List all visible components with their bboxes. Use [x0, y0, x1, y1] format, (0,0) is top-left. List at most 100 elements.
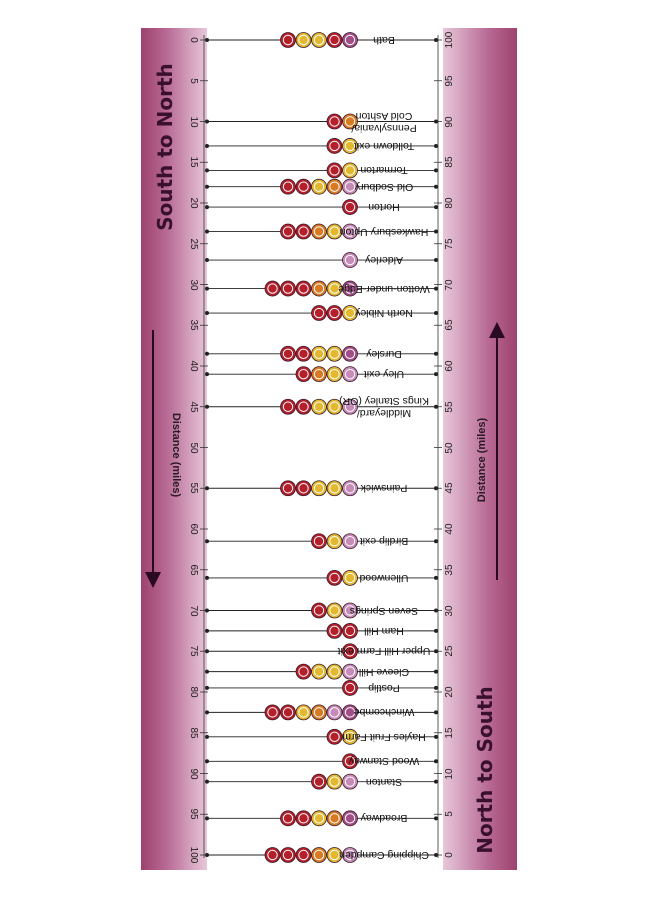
- badge-symbol: [329, 181, 340, 192]
- badge-circle: [264, 847, 281, 863]
- badge-circle: [326, 32, 343, 48]
- right-tick-label: 40: [444, 523, 455, 535]
- facility-badge-red: [264, 280, 281, 297]
- facility-badge-orange: [311, 847, 327, 863]
- stop-line-end: [434, 734, 438, 739]
- badge-symbol: [344, 605, 356, 616]
- stop-line-end: [434, 710, 438, 715]
- badge-symbol: [344, 165, 356, 176]
- badge-symbol: [313, 181, 325, 192]
- facility-badge-red: [280, 32, 296, 48]
- badge-symbol: [282, 283, 294, 294]
- facility-badge-red: [280, 704, 296, 721]
- facility-badge-yellow: [326, 223, 343, 240]
- facility-badge-yellow: [311, 480, 327, 497]
- left-tick-label: 20: [188, 197, 199, 209]
- facility-badge-red: [326, 138, 343, 154]
- facility-badge-yellow: [342, 162, 358, 179]
- badge-symbol: [282, 181, 294, 192]
- stop-label: Stanton: [324, 776, 444, 788]
- stop-label: Alderley: [324, 254, 444, 266]
- right-tick-label: 0: [444, 852, 455, 858]
- badge-symbol: [282, 226, 294, 237]
- right-tick-label: 35: [444, 564, 455, 576]
- left-tick-label: 55: [188, 482, 199, 494]
- right-tick-label: 60: [444, 360, 455, 372]
- badge-circle: [280, 704, 296, 721]
- badge-circle: [264, 704, 281, 721]
- stop-label-line: Kings Stanley (OR): [339, 394, 429, 407]
- stop-label: Seven Springs: [324, 605, 444, 617]
- badge-symbol: [282, 483, 294, 494]
- badge-symbol: [329, 226, 340, 237]
- badge-symbol: [313, 348, 325, 359]
- facility-badge-red: [280, 223, 296, 240]
- badge-symbol: [298, 849, 309, 861]
- left-tick-label: 80: [188, 686, 199, 698]
- badge-circle: [342, 602, 358, 619]
- facility-badge-red: [280, 480, 296, 497]
- badge-symbol: [329, 165, 340, 176]
- badge-circle: [326, 366, 343, 383]
- badge-circle: [342, 252, 358, 268]
- badge-circle: [342, 810, 358, 827]
- facility-badge-red: [342, 680, 358, 696]
- badge-circle: [326, 602, 343, 619]
- stop-line-end: [205, 168, 209, 173]
- facility-badge-red: [342, 622, 358, 639]
- stop-label-line: North Nibley: [355, 307, 413, 320]
- badge-circle: [280, 847, 296, 863]
- right-band: [443, 28, 517, 870]
- stop-label: Winchcombe: [324, 706, 444, 718]
- facility-badge-pink: [342, 366, 358, 383]
- right-tick-label: 55: [444, 401, 455, 413]
- badge-circle: [342, 162, 358, 179]
- facility-badge-pink: [342, 223, 358, 240]
- facility-badge-red: [326, 728, 343, 745]
- badge-symbol: [329, 849, 340, 861]
- stop-label-line: Tolldown exit: [353, 139, 415, 152]
- stop-label-line: Bath: [373, 34, 395, 46]
- badge-symbol: [313, 307, 325, 319]
- facility-badge-red: [280, 847, 296, 863]
- badge-symbol: [329, 572, 340, 584]
- stop-line-end: [205, 608, 209, 613]
- facility-badge-orange: [342, 113, 358, 130]
- badge-symbol: [344, 140, 356, 152]
- stop-line-end: [434, 184, 438, 189]
- facility-badge-pink: [342, 773, 358, 790]
- right-tick-label: 85: [444, 156, 455, 168]
- badge-symbol: [298, 348, 309, 359]
- badge-circle: [342, 622, 358, 639]
- left-tick-label: 5: [188, 77, 199, 84]
- badge-circle: [295, 280, 312, 297]
- stop-label-line: Birdlip exit: [359, 535, 409, 548]
- stop-label: Tormarton: [324, 164, 444, 176]
- stop-line-end: [434, 486, 438, 491]
- stop-label: Hayles Fruit Farm: [324, 731, 444, 743]
- facility-badge-yellow: [311, 663, 327, 680]
- facility-badge-yellow: [326, 847, 343, 863]
- badge-circle: [326, 178, 343, 195]
- right-tick-label: 50: [444, 441, 455, 454]
- left-tick-label: 50: [188, 441, 199, 454]
- facility-badge-purple: [342, 704, 358, 721]
- badge-circle: [295, 345, 312, 362]
- stop-label-line: Cold Ashton: [355, 109, 413, 122]
- badge-circle: [311, 602, 327, 619]
- facility-badge-red: [326, 622, 343, 639]
- stop-label-line: Seven Springs: [349, 604, 419, 617]
- facility-badge-red: [280, 280, 296, 297]
- left-tick-label: 85: [188, 727, 199, 739]
- badge-circle: [280, 178, 296, 195]
- middle-band: [207, 28, 443, 870]
- stop-label-line: Chipping Campden: [339, 849, 429, 861]
- left-tick-label: 30: [188, 278, 199, 291]
- right-tick-label: 15: [444, 727, 455, 739]
- stop-label: Uley exit: [324, 368, 444, 380]
- badge-symbol: [298, 181, 309, 192]
- stop-label-line: Winchcombe: [353, 706, 415, 719]
- facility-badge-pink: [342, 178, 358, 195]
- badge-symbol: [329, 813, 340, 824]
